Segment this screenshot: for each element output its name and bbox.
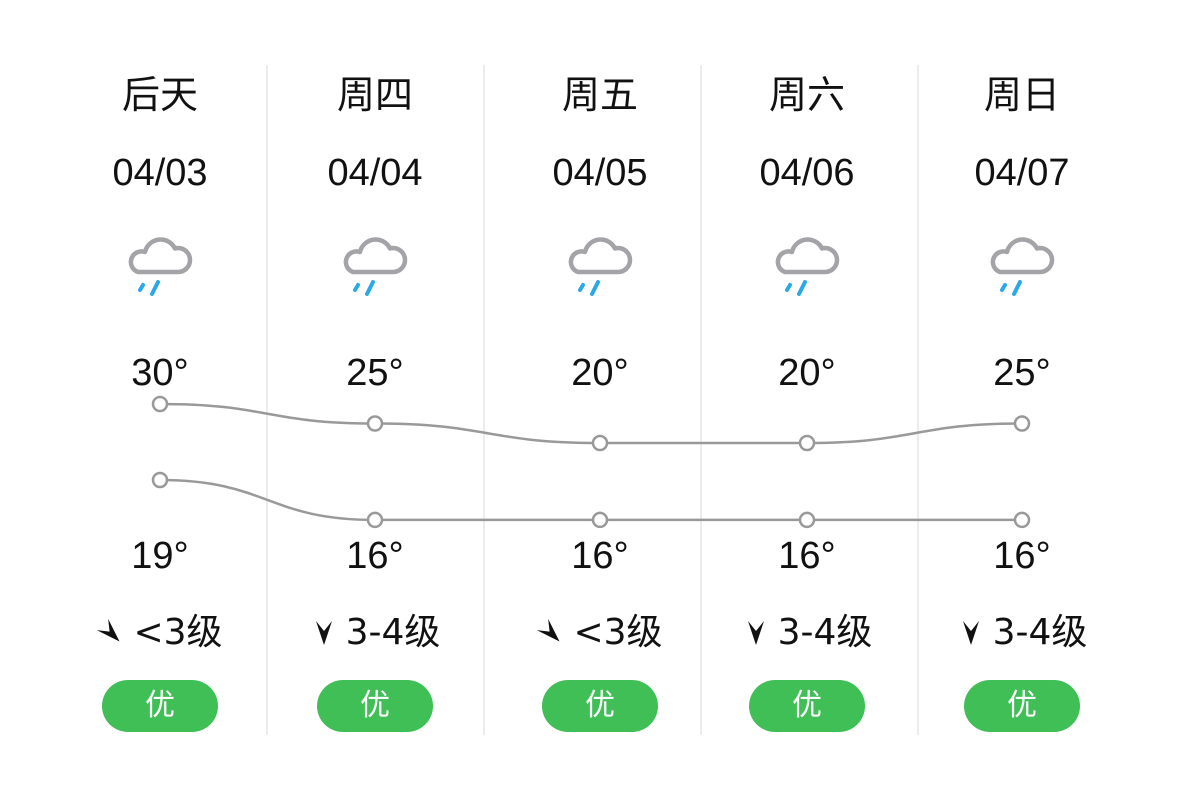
low-temp: 16° bbox=[346, 535, 404, 577]
day-label: 周五 bbox=[561, 73, 638, 117]
rain-icon bbox=[568, 237, 633, 296]
wind-direction-icon bbox=[747, 621, 764, 645]
wind-level: <3级 bbox=[573, 612, 663, 653]
forecast-day[interactable]: 后天 04/03 30° 19° <3级 优 bbox=[52, 0, 268, 800]
wind-level: 3-4级 bbox=[777, 612, 873, 653]
high-temp: 25° bbox=[346, 352, 404, 394]
rain-icon bbox=[775, 237, 840, 296]
forecast-day[interactable]: 周四 04/04 25° 16° 3-4级 优 bbox=[267, 0, 483, 800]
rain-icon bbox=[343, 237, 408, 296]
aqi-badge[interactable]: 优 bbox=[542, 680, 658, 732]
wind-level: 3-4级 bbox=[992, 612, 1088, 653]
aqi-badge[interactable]: 优 bbox=[317, 680, 433, 732]
high-temp: 30° bbox=[131, 352, 189, 394]
column-divider bbox=[700, 65, 702, 735]
column-divider bbox=[483, 65, 485, 735]
aqi-badge[interactable]: 优 bbox=[102, 680, 218, 732]
day-label: 后天 bbox=[121, 73, 198, 117]
wind-direction-icon bbox=[537, 618, 560, 642]
rain-icon bbox=[128, 237, 193, 296]
date-label: 04/05 bbox=[552, 152, 648, 194]
aqi-badge[interactable]: 优 bbox=[749, 680, 865, 732]
wind-level: <3级 bbox=[133, 612, 223, 653]
wind-info: 3-4级 bbox=[699, 610, 915, 656]
wind-direction-icon bbox=[315, 621, 332, 645]
wind-info: <3级 bbox=[52, 610, 268, 656]
high-temp: 20° bbox=[571, 352, 629, 394]
forecast-day[interactable]: 周五 04/05 20° 16° <3级 优 bbox=[492, 0, 708, 800]
wind-direction-icon bbox=[97, 618, 120, 642]
low-temp: 16° bbox=[993, 535, 1051, 577]
date-label: 04/04 bbox=[327, 152, 423, 194]
wind-info: 3-4级 bbox=[267, 610, 483, 656]
column-divider bbox=[917, 65, 919, 735]
low-temp: 19° bbox=[131, 535, 189, 577]
low-temp: 16° bbox=[778, 535, 836, 577]
wind-info: 3-4级 bbox=[914, 610, 1130, 656]
day-label: 周六 bbox=[768, 73, 845, 117]
low-temp: 16° bbox=[571, 535, 629, 577]
column-divider bbox=[266, 65, 268, 735]
date-label: 04/06 bbox=[759, 152, 855, 194]
day-label: 周日 bbox=[983, 73, 1060, 117]
aqi-badge[interactable]: 优 bbox=[964, 680, 1080, 732]
high-temp: 25° bbox=[993, 352, 1051, 394]
rain-icon bbox=[990, 237, 1055, 296]
high-temp: 20° bbox=[778, 352, 836, 394]
date-label: 04/03 bbox=[112, 152, 208, 194]
forecast-day[interactable]: 周日 04/07 25° 16° 3-4级 优 bbox=[914, 0, 1130, 800]
forecast-day[interactable]: 周六 04/06 20° 16° 3-4级 优 bbox=[699, 0, 915, 800]
wind-info: <3级 bbox=[492, 610, 708, 656]
day-label: 周四 bbox=[336, 73, 413, 117]
wind-level: 3-4级 bbox=[345, 612, 441, 653]
wind-direction-icon bbox=[962, 621, 979, 645]
date-label: 04/07 bbox=[974, 152, 1070, 194]
